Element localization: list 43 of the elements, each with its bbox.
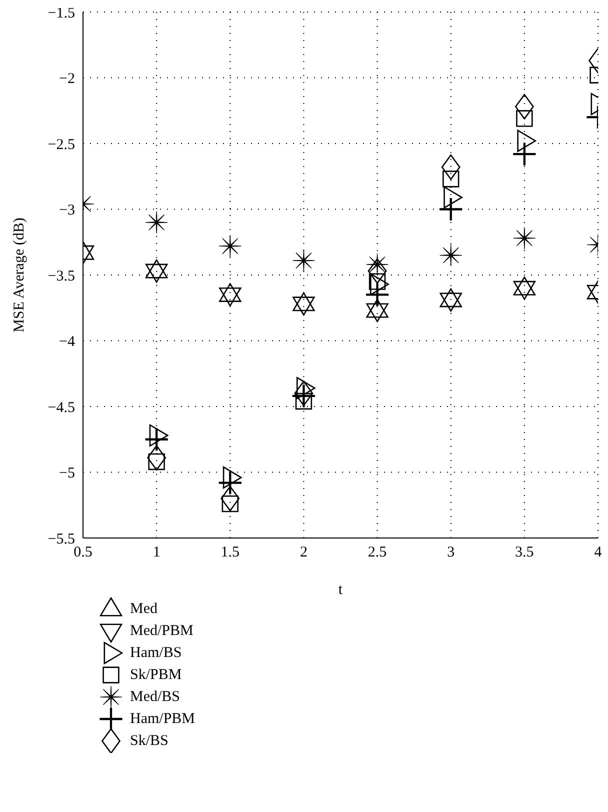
legend-label: Sk/PBM bbox=[130, 666, 182, 684]
x-tick-label: 2.5 bbox=[368, 544, 387, 561]
x-tick-label: 1 bbox=[152, 544, 160, 561]
y-tick-label: −2.5 bbox=[48, 136, 75, 153]
point bbox=[220, 486, 240, 512]
x-tick-label: 3 bbox=[447, 544, 455, 561]
y-axis-title: MSE Average (dB) bbox=[11, 218, 28, 332]
point bbox=[368, 258, 387, 284]
y-tick-label: −5.5 bbox=[48, 531, 75, 548]
x-tick-label: 4 bbox=[594, 544, 602, 561]
point bbox=[442, 170, 460, 188]
x-tick-label: 1.5 bbox=[220, 544, 240, 561]
legend-label: Med/BS bbox=[130, 688, 180, 706]
y-tick-label: −4 bbox=[59, 334, 76, 350]
point bbox=[440, 198, 462, 221]
point bbox=[292, 249, 316, 272]
x-axis-title: t bbox=[338, 582, 344, 598]
y-tick-label: −5 bbox=[59, 466, 75, 482]
x-tick-label: 0.5 bbox=[74, 544, 92, 561]
x-tick-label: 3.5 bbox=[515, 544, 534, 561]
point bbox=[145, 428, 168, 451]
legend-label: Ham/PBM bbox=[130, 710, 196, 728]
point bbox=[440, 244, 462, 267]
legend-label: Sk/BS bbox=[130, 732, 168, 750]
legend-label: Med bbox=[130, 600, 158, 618]
point bbox=[513, 142, 536, 166]
x-tick-label: 2 bbox=[300, 544, 308, 561]
point bbox=[513, 226, 536, 250]
y-tick-label: −3 bbox=[59, 202, 75, 219]
point bbox=[218, 234, 242, 258]
point bbox=[145, 211, 168, 234]
point bbox=[514, 94, 534, 120]
point bbox=[366, 283, 389, 306]
point bbox=[147, 445, 166, 471]
legend-label: Ham/BS bbox=[130, 644, 182, 662]
point bbox=[441, 154, 460, 180]
point bbox=[218, 471, 242, 494]
y-tick-label: −4.5 bbox=[48, 400, 75, 416]
y-tick-label: −3.5 bbox=[48, 268, 75, 284]
point bbox=[294, 380, 314, 406]
legend-label: Med/PBM bbox=[130, 622, 194, 640]
y-tick-label: −2 bbox=[59, 71, 75, 88]
point bbox=[516, 110, 533, 127]
